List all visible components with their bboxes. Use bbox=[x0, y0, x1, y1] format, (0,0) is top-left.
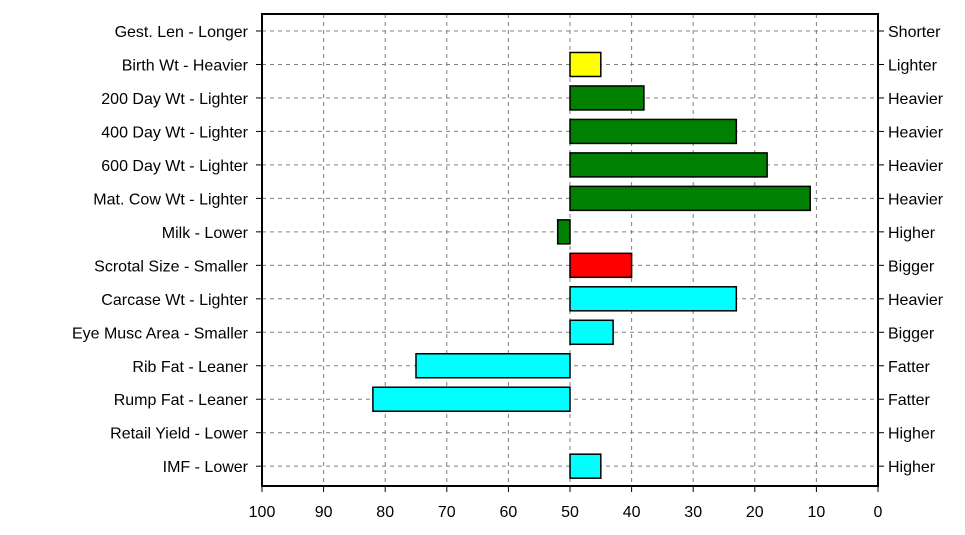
bar bbox=[569, 118, 738, 145]
category-label: Eye Musc Area - Smaller bbox=[72, 325, 249, 342]
right-category-label: Fatter bbox=[888, 392, 930, 409]
grid bbox=[262, 14, 878, 486]
category-label: 400 Day Wt - Lighter bbox=[101, 124, 248, 141]
right-category-label: Bigger bbox=[888, 258, 935, 275]
right-category-label: Higher bbox=[888, 426, 936, 443]
x-tick-label: 30 bbox=[684, 504, 702, 521]
category-label: Rib Fat - Leaner bbox=[132, 359, 248, 376]
category-label: Mat. Cow Wt - Lighter bbox=[93, 191, 248, 208]
category-label: IMF - Lower bbox=[163, 459, 249, 476]
bar bbox=[569, 152, 768, 178]
right-category-label: Higher bbox=[888, 459, 936, 476]
x-tick-label: 100 bbox=[249, 504, 276, 521]
category-label: Retail Yield - Lower bbox=[110, 426, 249, 443]
right-category-label: Bigger bbox=[888, 325, 935, 342]
x-tick-label: 70 bbox=[438, 504, 456, 521]
category-label: Gest. Len - Longer bbox=[115, 24, 249, 41]
bar bbox=[569, 453, 602, 479]
bars bbox=[372, 51, 811, 479]
right-category-label: Lighter bbox=[888, 57, 938, 74]
bar bbox=[556, 219, 571, 245]
x-tick-label: 60 bbox=[500, 504, 518, 521]
category-label: Carcase Wt - Lighter bbox=[101, 292, 248, 309]
bar bbox=[569, 319, 614, 346]
right-category-label: Higher bbox=[888, 225, 936, 242]
right-category-label: Heavier bbox=[888, 124, 944, 141]
bar bbox=[415, 353, 571, 379]
left-category-labels: Gest. Len - Longer Birth Wt - Heavier 200 … bbox=[72, 24, 249, 476]
right-category-label: Fatter bbox=[888, 359, 930, 376]
x-tick-label: 50 bbox=[561, 504, 579, 521]
category-label: Milk - Lower bbox=[162, 225, 249, 242]
x-tick-label: 20 bbox=[746, 504, 764, 521]
category-label: Scrotal Size - Smaller bbox=[94, 258, 248, 275]
category-label: Birth Wt - Heavier bbox=[122, 57, 249, 74]
right-category-label: Heavier bbox=[888, 91, 944, 108]
bar bbox=[569, 286, 738, 312]
x-tick-label: 0 bbox=[874, 504, 883, 521]
category-label: 200 Day Wt - Lighter bbox=[101, 91, 248, 108]
x-tick-label: 40 bbox=[623, 504, 641, 521]
x-tick-label: 80 bbox=[376, 504, 394, 521]
bar bbox=[569, 185, 811, 212]
right-category-label: Heavier bbox=[888, 292, 944, 309]
axis-ticks bbox=[256, 30, 884, 492]
category-label: 600 Day Wt - Lighter bbox=[101, 158, 248, 175]
bar bbox=[569, 85, 645, 111]
x-tick-labels: 100 90 80 70 60 50 40 30 20 10 0 bbox=[249, 504, 883, 521]
right-category-label: Heavier bbox=[888, 158, 944, 175]
right-category-labels: Shorter Lighter Heavier Heavier Heavier Heavi… bbox=[888, 24, 944, 476]
category-label: Rump Fat - Leaner bbox=[114, 392, 249, 409]
bar bbox=[569, 51, 602, 78]
right-category-label: Shorter bbox=[888, 24, 941, 41]
bar bbox=[569, 252, 633, 279]
x-tick-label: 90 bbox=[315, 504, 333, 521]
x-tick-label: 10 bbox=[808, 504, 826, 521]
bar bbox=[372, 386, 571, 412]
right-category-label: Heavier bbox=[888, 191, 944, 208]
